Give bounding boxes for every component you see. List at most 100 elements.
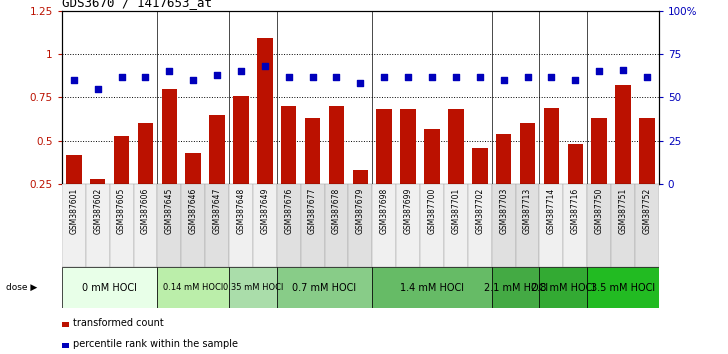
Bar (233, 96, 249, 228)
Bar (277, 267, 372, 308)
Point (426, 74, 438, 79)
Bar (205, 184, 229, 267)
Bar (539, 184, 563, 267)
Text: GSM387714: GSM387714 (547, 187, 556, 234)
Bar (400, 109, 416, 228)
Bar (253, 184, 277, 267)
Bar (563, 184, 587, 267)
Bar (281, 106, 296, 228)
Bar (114, 136, 130, 228)
Bar (396, 184, 420, 267)
Bar (325, 184, 349, 267)
Point (331, 74, 342, 79)
Text: GSM387752: GSM387752 (642, 187, 652, 234)
Bar (639, 118, 654, 228)
Bar (544, 108, 559, 228)
Bar (62, 322, 69, 327)
Bar (157, 184, 181, 267)
Bar (110, 184, 133, 267)
Text: GSM387677: GSM387677 (308, 187, 317, 234)
Point (498, 77, 510, 83)
Point (68, 77, 79, 83)
Bar (90, 179, 106, 228)
Point (522, 74, 534, 79)
Bar (305, 118, 320, 228)
Point (211, 72, 223, 78)
Bar (349, 184, 372, 267)
Point (593, 69, 605, 74)
Bar (420, 184, 444, 267)
Text: GSM387699: GSM387699 (403, 187, 413, 234)
Point (235, 69, 247, 74)
Text: GSM387701: GSM387701 (451, 187, 460, 234)
Text: GSM387601: GSM387601 (69, 187, 79, 234)
Bar (491, 267, 539, 308)
Bar (229, 184, 253, 267)
Text: 3.5 mM HOCl: 3.5 mM HOCl (591, 282, 655, 293)
Bar (257, 38, 272, 228)
Bar (587, 267, 659, 308)
Bar (157, 267, 229, 308)
Bar (635, 184, 659, 267)
Point (355, 81, 366, 86)
Text: percentile rank within the sample: percentile rank within the sample (73, 339, 237, 349)
Bar (229, 267, 277, 308)
Bar (444, 184, 468, 267)
Point (474, 74, 486, 79)
Text: 2.1 mM HOCl: 2.1 mM HOCl (483, 282, 547, 293)
Point (116, 74, 127, 79)
Bar (591, 118, 607, 228)
Point (140, 74, 151, 79)
Point (569, 77, 581, 83)
Text: GSM387702: GSM387702 (475, 187, 484, 234)
Text: transformed count: transformed count (73, 318, 163, 328)
Point (259, 63, 271, 69)
Bar (520, 124, 535, 228)
Bar (615, 85, 630, 228)
Text: GSM387606: GSM387606 (141, 187, 150, 234)
Text: GSM387647: GSM387647 (213, 187, 221, 234)
Bar (352, 170, 368, 228)
Text: GSM387645: GSM387645 (165, 187, 174, 234)
Bar (424, 129, 440, 228)
Text: 0.7 mM HOCl: 0.7 mM HOCl (293, 282, 357, 293)
Text: GSM387678: GSM387678 (332, 187, 341, 234)
Bar (62, 343, 69, 348)
Bar (496, 134, 511, 228)
Bar (66, 155, 82, 228)
Bar (611, 184, 635, 267)
Text: GDS3670 / 1417653_at: GDS3670 / 1417653_at (62, 0, 212, 10)
Point (545, 74, 557, 79)
Bar (62, 184, 86, 267)
Text: GSM387649: GSM387649 (261, 187, 269, 234)
Text: GSM387751: GSM387751 (619, 187, 628, 234)
Text: GSM387676: GSM387676 (284, 187, 293, 234)
Text: 0 mM HOCl: 0 mM HOCl (82, 282, 137, 293)
Bar (587, 184, 611, 267)
Bar (277, 184, 301, 267)
Bar (186, 153, 201, 228)
Bar (515, 184, 539, 267)
Text: GSM387750: GSM387750 (595, 187, 604, 234)
Point (641, 74, 653, 79)
Text: GSM387716: GSM387716 (571, 187, 579, 234)
Bar (329, 106, 344, 228)
Point (379, 74, 390, 79)
Point (187, 77, 199, 83)
Point (92, 86, 103, 92)
Point (450, 74, 462, 79)
Text: GSM387698: GSM387698 (380, 187, 389, 234)
Text: 0.35 mM HOCl: 0.35 mM HOCl (223, 283, 283, 292)
Point (283, 74, 295, 79)
Text: dose ▶: dose ▶ (7, 283, 37, 292)
Text: GSM387646: GSM387646 (189, 187, 198, 234)
Bar (181, 184, 205, 267)
Bar (372, 184, 396, 267)
Text: GSM387648: GSM387648 (237, 187, 245, 234)
Bar (372, 267, 491, 308)
Bar (210, 115, 225, 228)
Text: GSM387703: GSM387703 (499, 187, 508, 234)
Bar (472, 148, 488, 228)
Bar (448, 109, 464, 228)
Text: GSM387605: GSM387605 (117, 187, 126, 234)
